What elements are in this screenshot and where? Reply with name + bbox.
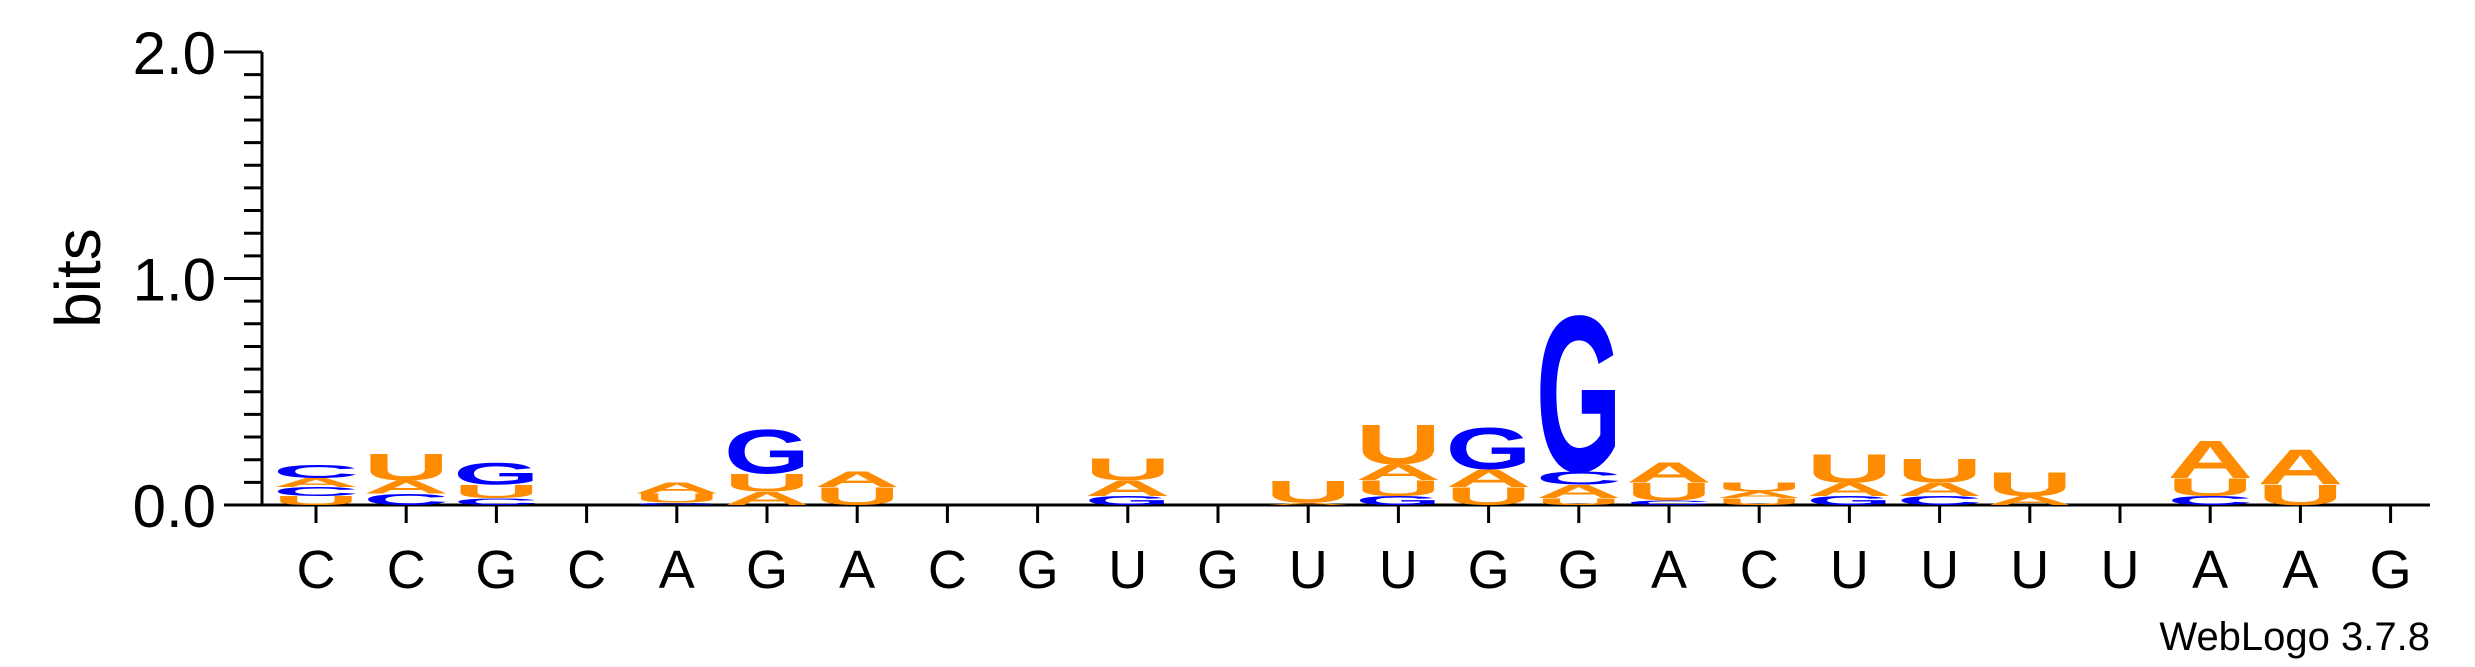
logo-letter-u: U bbox=[1626, 478, 1712, 506]
logo-letter-c: C bbox=[273, 461, 359, 482]
logo-letter-a: A bbox=[1626, 457, 1712, 488]
x-tick-label: G bbox=[1197, 540, 1239, 600]
logo-letter-u: U bbox=[273, 494, 359, 508]
logo-letter-g: G bbox=[1446, 415, 1532, 482]
x-tick-label: C bbox=[387, 540, 426, 600]
logo-letter-u: U bbox=[1716, 480, 1802, 494]
logo-letter-g: G bbox=[1806, 494, 1892, 508]
y-axis-label: bits bbox=[42, 228, 114, 328]
x-tick-label: G bbox=[2370, 540, 2412, 600]
logo-letter-a: A bbox=[1265, 502, 1351, 506]
logo-letter-g: G bbox=[1355, 494, 1441, 508]
x-tick-label: U bbox=[1108, 540, 1147, 600]
logo-letter-u: U bbox=[1265, 475, 1351, 510]
logo-letter-c: C bbox=[273, 484, 359, 498]
logo-letter-c: C bbox=[453, 497, 539, 508]
logo-letter-a: A bbox=[1987, 494, 2073, 508]
x-tick-label: G bbox=[746, 540, 788, 600]
x-tick-label: A bbox=[659, 540, 695, 600]
logo-letter-g: G bbox=[1536, 269, 1622, 519]
x-tick-label: G bbox=[1558, 540, 1600, 600]
logo-letter-a: A bbox=[634, 479, 720, 497]
logo-letter-c: C bbox=[1536, 468, 1622, 489]
logo-letter-c: C bbox=[363, 491, 449, 509]
x-tick-label: A bbox=[2192, 540, 2228, 600]
logo-letter-u: U bbox=[1897, 451, 1983, 490]
logo-letter-c: C bbox=[1897, 494, 1983, 508]
x-tick-label: U bbox=[2010, 540, 2049, 600]
logo-letter-g: G bbox=[724, 417, 810, 487]
y-tick-label: 1.0 bbox=[133, 247, 216, 314]
logo-letter-a: A bbox=[1716, 490, 1802, 501]
logo-letter-u: U bbox=[453, 481, 539, 502]
x-tick-label: U bbox=[1920, 540, 1959, 600]
logo-letter-u: U bbox=[1716, 497, 1802, 508]
x-tick-label: C bbox=[567, 540, 606, 600]
logo-letter-a: A bbox=[1806, 479, 1892, 500]
logo-letter-a: A bbox=[363, 477, 449, 498]
logo-letter-g: G bbox=[634, 502, 720, 506]
x-tick-label: A bbox=[839, 540, 875, 600]
x-tick-label: U bbox=[1379, 540, 1418, 600]
x-tick-label: C bbox=[928, 540, 967, 600]
logo-letter-a: A bbox=[1446, 464, 1532, 492]
x-tick-label: U bbox=[2101, 540, 2140, 600]
logo-letter-u: U bbox=[1355, 476, 1441, 501]
x-tick-label: U bbox=[1289, 540, 1328, 600]
logo-letter-g: G bbox=[453, 456, 539, 491]
logo-letter-a: A bbox=[2167, 429, 2253, 489]
x-tick-label: C bbox=[1740, 540, 1779, 600]
x-tick-label: G bbox=[475, 540, 517, 600]
logo-letter-u: U bbox=[1085, 452, 1171, 487]
x-tick-label: U bbox=[1830, 540, 1869, 600]
logo-letter-u: U bbox=[1806, 445, 1892, 491]
logo-letter-a: A bbox=[2257, 439, 2343, 495]
logo-letter-a: A bbox=[724, 488, 810, 509]
logo-letter-u: U bbox=[1987, 465, 2073, 504]
y-ticks: 0.0 1.0 2.0 bbox=[133, 20, 262, 540]
logo-letter-a: A bbox=[1897, 479, 1983, 500]
logo-letter-c: C bbox=[1626, 499, 1712, 506]
x-tick-label: A bbox=[1651, 540, 1687, 600]
logo-letter-u: U bbox=[1355, 413, 1441, 476]
logo-letter-u: U bbox=[634, 491, 720, 505]
credit-text: WebLogo 3.7.8 bbox=[2159, 615, 2430, 659]
logo-letter-u: U bbox=[724, 469, 810, 497]
logo-letter-g: G bbox=[1085, 494, 1171, 508]
x-tick-label: A bbox=[2282, 540, 2318, 600]
logo-letter-a: A bbox=[1355, 460, 1441, 485]
x-tick-label: G bbox=[1017, 540, 1059, 600]
y-tick-label: 0.0 bbox=[133, 473, 216, 540]
logo-letter-u: U bbox=[363, 446, 449, 488]
logo-letter-u: U bbox=[1536, 497, 1622, 508]
logo-letter-a: A bbox=[814, 467, 900, 492]
x-tick-label: G bbox=[1468, 540, 1510, 600]
logo-letter-a: A bbox=[1536, 481, 1622, 502]
logo-letter-u: U bbox=[2167, 473, 2253, 501]
logo-letter-a: A bbox=[273, 475, 359, 489]
logo-letter-c: C bbox=[2167, 494, 2253, 508]
x-tick-label: C bbox=[297, 540, 336, 600]
logo-letter-a: A bbox=[1085, 476, 1171, 501]
y-tick-label: 2.0 bbox=[133, 20, 216, 87]
